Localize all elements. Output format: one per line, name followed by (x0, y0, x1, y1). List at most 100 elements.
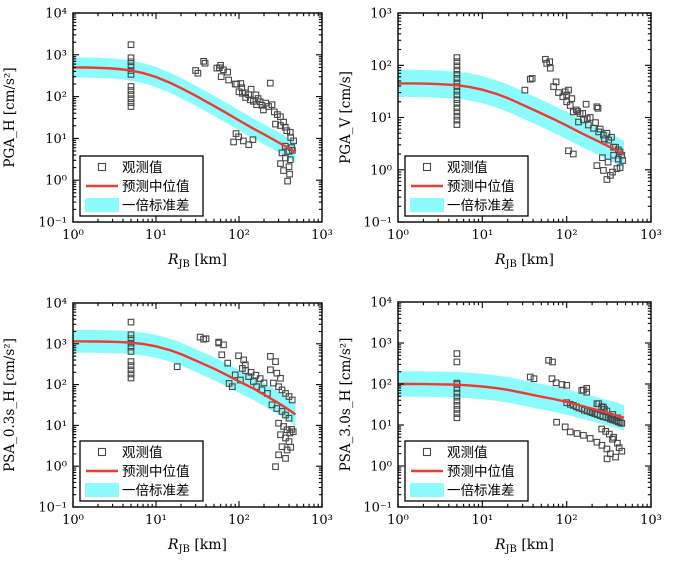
observed-point (453, 104, 461, 112)
y-tick-label: 10³ (45, 337, 67, 352)
y-tick-label: 10² (45, 378, 67, 393)
observed-point (282, 455, 289, 462)
legend-marker-square (422, 162, 432, 172)
observed-point (202, 335, 210, 343)
observed-point (272, 120, 279, 128)
x-tick-label: 10³ (640, 228, 662, 243)
legend-label: 一倍标准差 (122, 198, 190, 214)
observed-point (603, 455, 611, 463)
y-tick-label: 10⁰ (370, 163, 392, 178)
y-tick-label: 10⁴ (45, 7, 67, 22)
observed-point (579, 110, 587, 117)
observed-point (241, 89, 249, 97)
y-tick-label: 10¹ (45, 132, 67, 147)
observed-point (572, 106, 580, 114)
observed-point (270, 379, 277, 387)
observed-point (289, 146, 296, 154)
observed-point (453, 414, 461, 422)
observed-point (453, 389, 461, 397)
observed-point (586, 435, 594, 442)
observed-point (566, 102, 574, 109)
observed-point (262, 99, 270, 107)
x-tick-label: 10³ (311, 228, 333, 243)
observed-point (282, 154, 289, 162)
observed-point (550, 83, 557, 90)
observed-point (580, 431, 587, 439)
observed-point (280, 167, 287, 174)
observed-point (583, 385, 591, 392)
observed-point (582, 100, 590, 108)
median-line (398, 382, 625, 419)
observed-point (237, 80, 245, 87)
observed-point (127, 343, 135, 351)
observed-point (612, 453, 619, 461)
y-tick-label: 10⁰ (370, 460, 392, 475)
observed-point (610, 433, 617, 441)
observed-point (247, 85, 255, 93)
legend-band-swatch (85, 483, 119, 497)
axis-ticks (397, 12, 652, 223)
observed-point (218, 351, 226, 359)
observed-point (215, 339, 223, 347)
observed-point (555, 89, 562, 96)
x-tick-label: 10¹ (471, 513, 493, 528)
x-tick-label: 10⁰ (387, 513, 409, 528)
observed-point (273, 369, 281, 377)
observed-point (200, 57, 207, 65)
observed-point (127, 366, 135, 374)
observed-point (528, 75, 536, 82)
median-line (72, 340, 297, 416)
observed-point (618, 447, 626, 455)
observed-point (249, 136, 257, 144)
observed-point (561, 88, 569, 96)
observed-point (593, 103, 601, 111)
observed-point (285, 163, 293, 171)
observed-point (127, 103, 135, 110)
observed-point (267, 366, 274, 374)
observed-point (278, 408, 286, 415)
observed-point (284, 177, 291, 185)
observed-point (453, 393, 461, 401)
observed-point (267, 353, 274, 360)
observed-point (127, 358, 135, 365)
observed-point (194, 69, 202, 77)
observed-point (453, 116, 461, 124)
y-tick-label: 10² (45, 90, 67, 105)
observed-point (220, 341, 227, 349)
x-tick-label: 10¹ (145, 513, 167, 528)
scatter-points (453, 54, 626, 183)
observed-point (453, 108, 461, 116)
observed-point (453, 54, 461, 61)
observed-point (127, 362, 135, 369)
x-tick-label: 10² (556, 228, 578, 243)
observed-point (561, 423, 569, 431)
observed-point (278, 149, 286, 157)
observed-point (558, 381, 566, 388)
x-tick-label: 10³ (311, 513, 333, 528)
x-axis-label: RJB [km] (494, 537, 554, 555)
observed-point (256, 375, 264, 382)
median-line (72, 66, 297, 154)
observed-point (453, 397, 461, 405)
legend-label: 观测值 (447, 445, 488, 461)
observed-point (453, 402, 461, 409)
legend-label: 预测中位值 (122, 464, 190, 480)
observed-point (235, 88, 243, 96)
observed-point (252, 371, 260, 379)
y-tick-label: 10¹ (370, 111, 392, 126)
observed-point (127, 99, 135, 106)
y-tick-label: 10² (370, 59, 392, 74)
y-tick-label: 10⁻¹ (363, 216, 392, 231)
observed-point (224, 68, 232, 76)
x-tick-label: 10² (228, 513, 250, 528)
observed-point (580, 116, 587, 124)
observed-point (598, 441, 606, 449)
observed-point (272, 358, 279, 365)
observed-point (616, 164, 624, 171)
observed-point (231, 371, 239, 379)
observed-point (563, 381, 571, 389)
observed-point (286, 170, 293, 178)
